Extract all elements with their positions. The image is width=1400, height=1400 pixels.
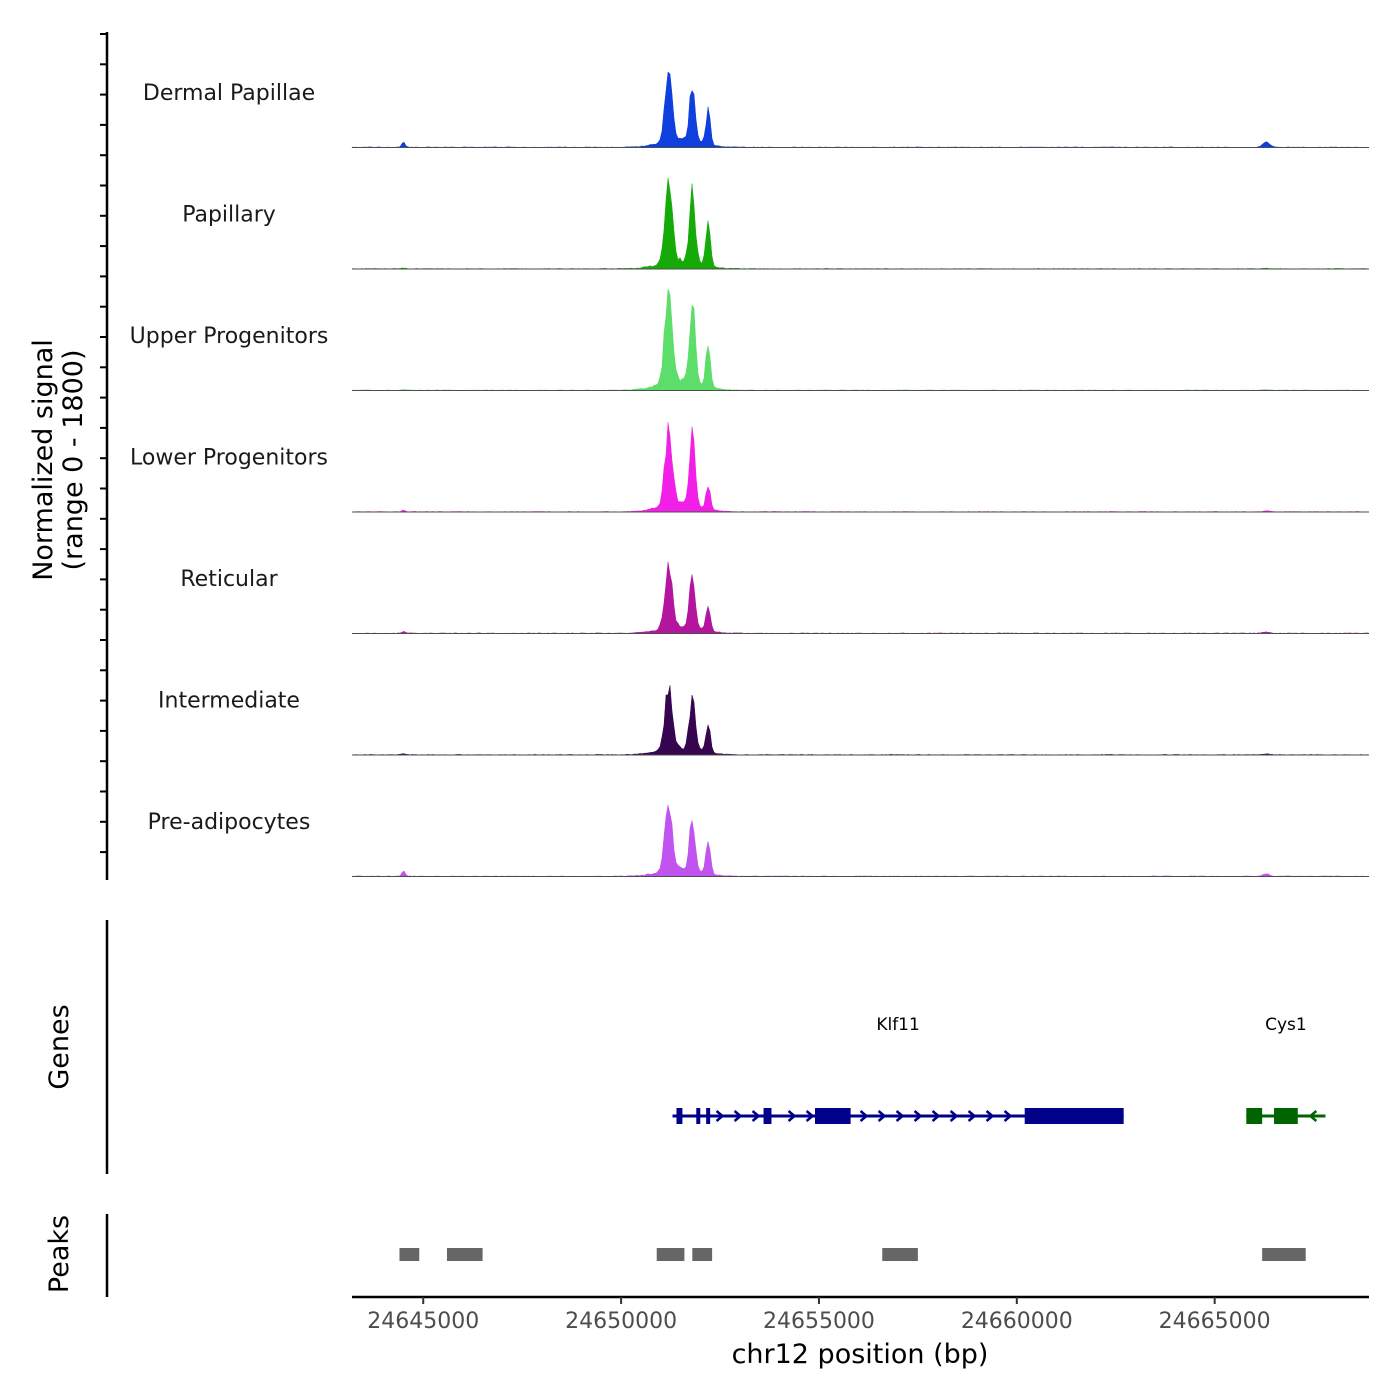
strand-arrow	[1308, 1110, 1318, 1122]
coverage-track: Lower Progenitors	[130, 422, 1370, 513]
coverage-area	[351, 804, 1370, 877]
coverage-area	[351, 288, 1370, 391]
gene-annotations: Klf11 Cys1	[672, 1015, 1326, 1124]
coverage-area	[351, 71, 1370, 148]
strand-arrow	[1003, 1110, 1013, 1122]
gene-exon	[814, 1108, 851, 1124]
track-label: Dermal Papillae	[143, 81, 315, 106]
strand-arrow	[877, 1110, 887, 1122]
y-axis-title-line1: Normalized signal	[28, 339, 59, 581]
track-label: Papillary	[182, 203, 276, 228]
track-label: Upper Progenitors	[130, 324, 329, 349]
genes-panel-title: Genes	[44, 1004, 75, 1089]
peak-region	[1262, 1248, 1306, 1261]
strand-arrow	[985, 1110, 995, 1122]
strand-arrow	[805, 1110, 815, 1122]
coverage-area	[351, 685, 1370, 756]
peak-region	[446, 1248, 483, 1261]
track-label: Intermediate	[158, 689, 300, 714]
coverage-track: Intermediate	[158, 685, 1370, 756]
track-label: Reticular	[180, 567, 278, 592]
coverage-track: Dermal Papillae	[143, 71, 1370, 148]
peaks-panel-title: Peaks	[44, 1215, 75, 1293]
x-axis-title: chr12 position (bp)	[732, 1339, 989, 1370]
strand-arrow	[751, 1110, 761, 1122]
strand-arrow	[949, 1110, 959, 1122]
x-tick-label: 24665000	[1159, 1309, 1271, 1334]
gene-label: Cys1	[1265, 1015, 1307, 1035]
gene-exon	[1246, 1108, 1263, 1124]
coverage-track: Papillary	[182, 177, 1370, 270]
x-tick-label: 24660000	[961, 1309, 1073, 1334]
strand-arrow	[733, 1110, 743, 1122]
gene-exon	[696, 1108, 701, 1124]
x-tick-label: 24650000	[565, 1309, 677, 1334]
peak-region	[882, 1248, 918, 1261]
track-label: Pre-adipocytes	[148, 810, 311, 835]
gene-exon	[706, 1108, 711, 1124]
coverage-tracks: Dermal Papillae Papillary Upper Progenitor…	[130, 71, 1370, 877]
coverage-track: Upper Progenitors	[130, 288, 1370, 391]
peak-region	[656, 1248, 685, 1261]
coverage-track: Reticular	[180, 561, 1370, 634]
gene-model: Klf11	[672, 1015, 1124, 1124]
y-axis-title-line2: (range 0 - 1800)	[58, 350, 89, 571]
strand-arrow	[859, 1110, 869, 1122]
peak-regions	[399, 1248, 1306, 1261]
gene-exon	[763, 1108, 772, 1124]
coverage-track: Pre-adipocytes	[148, 804, 1370, 877]
x-axis-ticks: 24645000 24650000 24655000 24660000 24665000	[367, 1297, 1271, 1334]
track-label: Lower Progenitors	[130, 446, 328, 471]
strand-arrow	[787, 1110, 797, 1122]
strand-arrow	[967, 1110, 977, 1122]
peak-region	[399, 1248, 420, 1261]
coverage-area	[351, 422, 1370, 513]
x-tick-label: 24655000	[763, 1309, 875, 1334]
gene-exon	[1024, 1108, 1124, 1124]
strand-arrow	[913, 1110, 923, 1122]
gene-model: Cys1	[1246, 1015, 1326, 1124]
gene-exon	[676, 1108, 683, 1124]
x-tick-label: 24645000	[367, 1309, 479, 1334]
strand-arrow	[715, 1110, 725, 1122]
strand-arrow	[931, 1110, 941, 1122]
strand-arrow	[895, 1110, 905, 1122]
coverage-area	[351, 177, 1370, 270]
coverage-y-axis	[100, 32, 109, 880]
gene-label: Klf11	[876, 1015, 920, 1035]
gene-exon	[1274, 1108, 1298, 1124]
coverage-area	[351, 561, 1370, 634]
peak-region	[692, 1248, 713, 1261]
